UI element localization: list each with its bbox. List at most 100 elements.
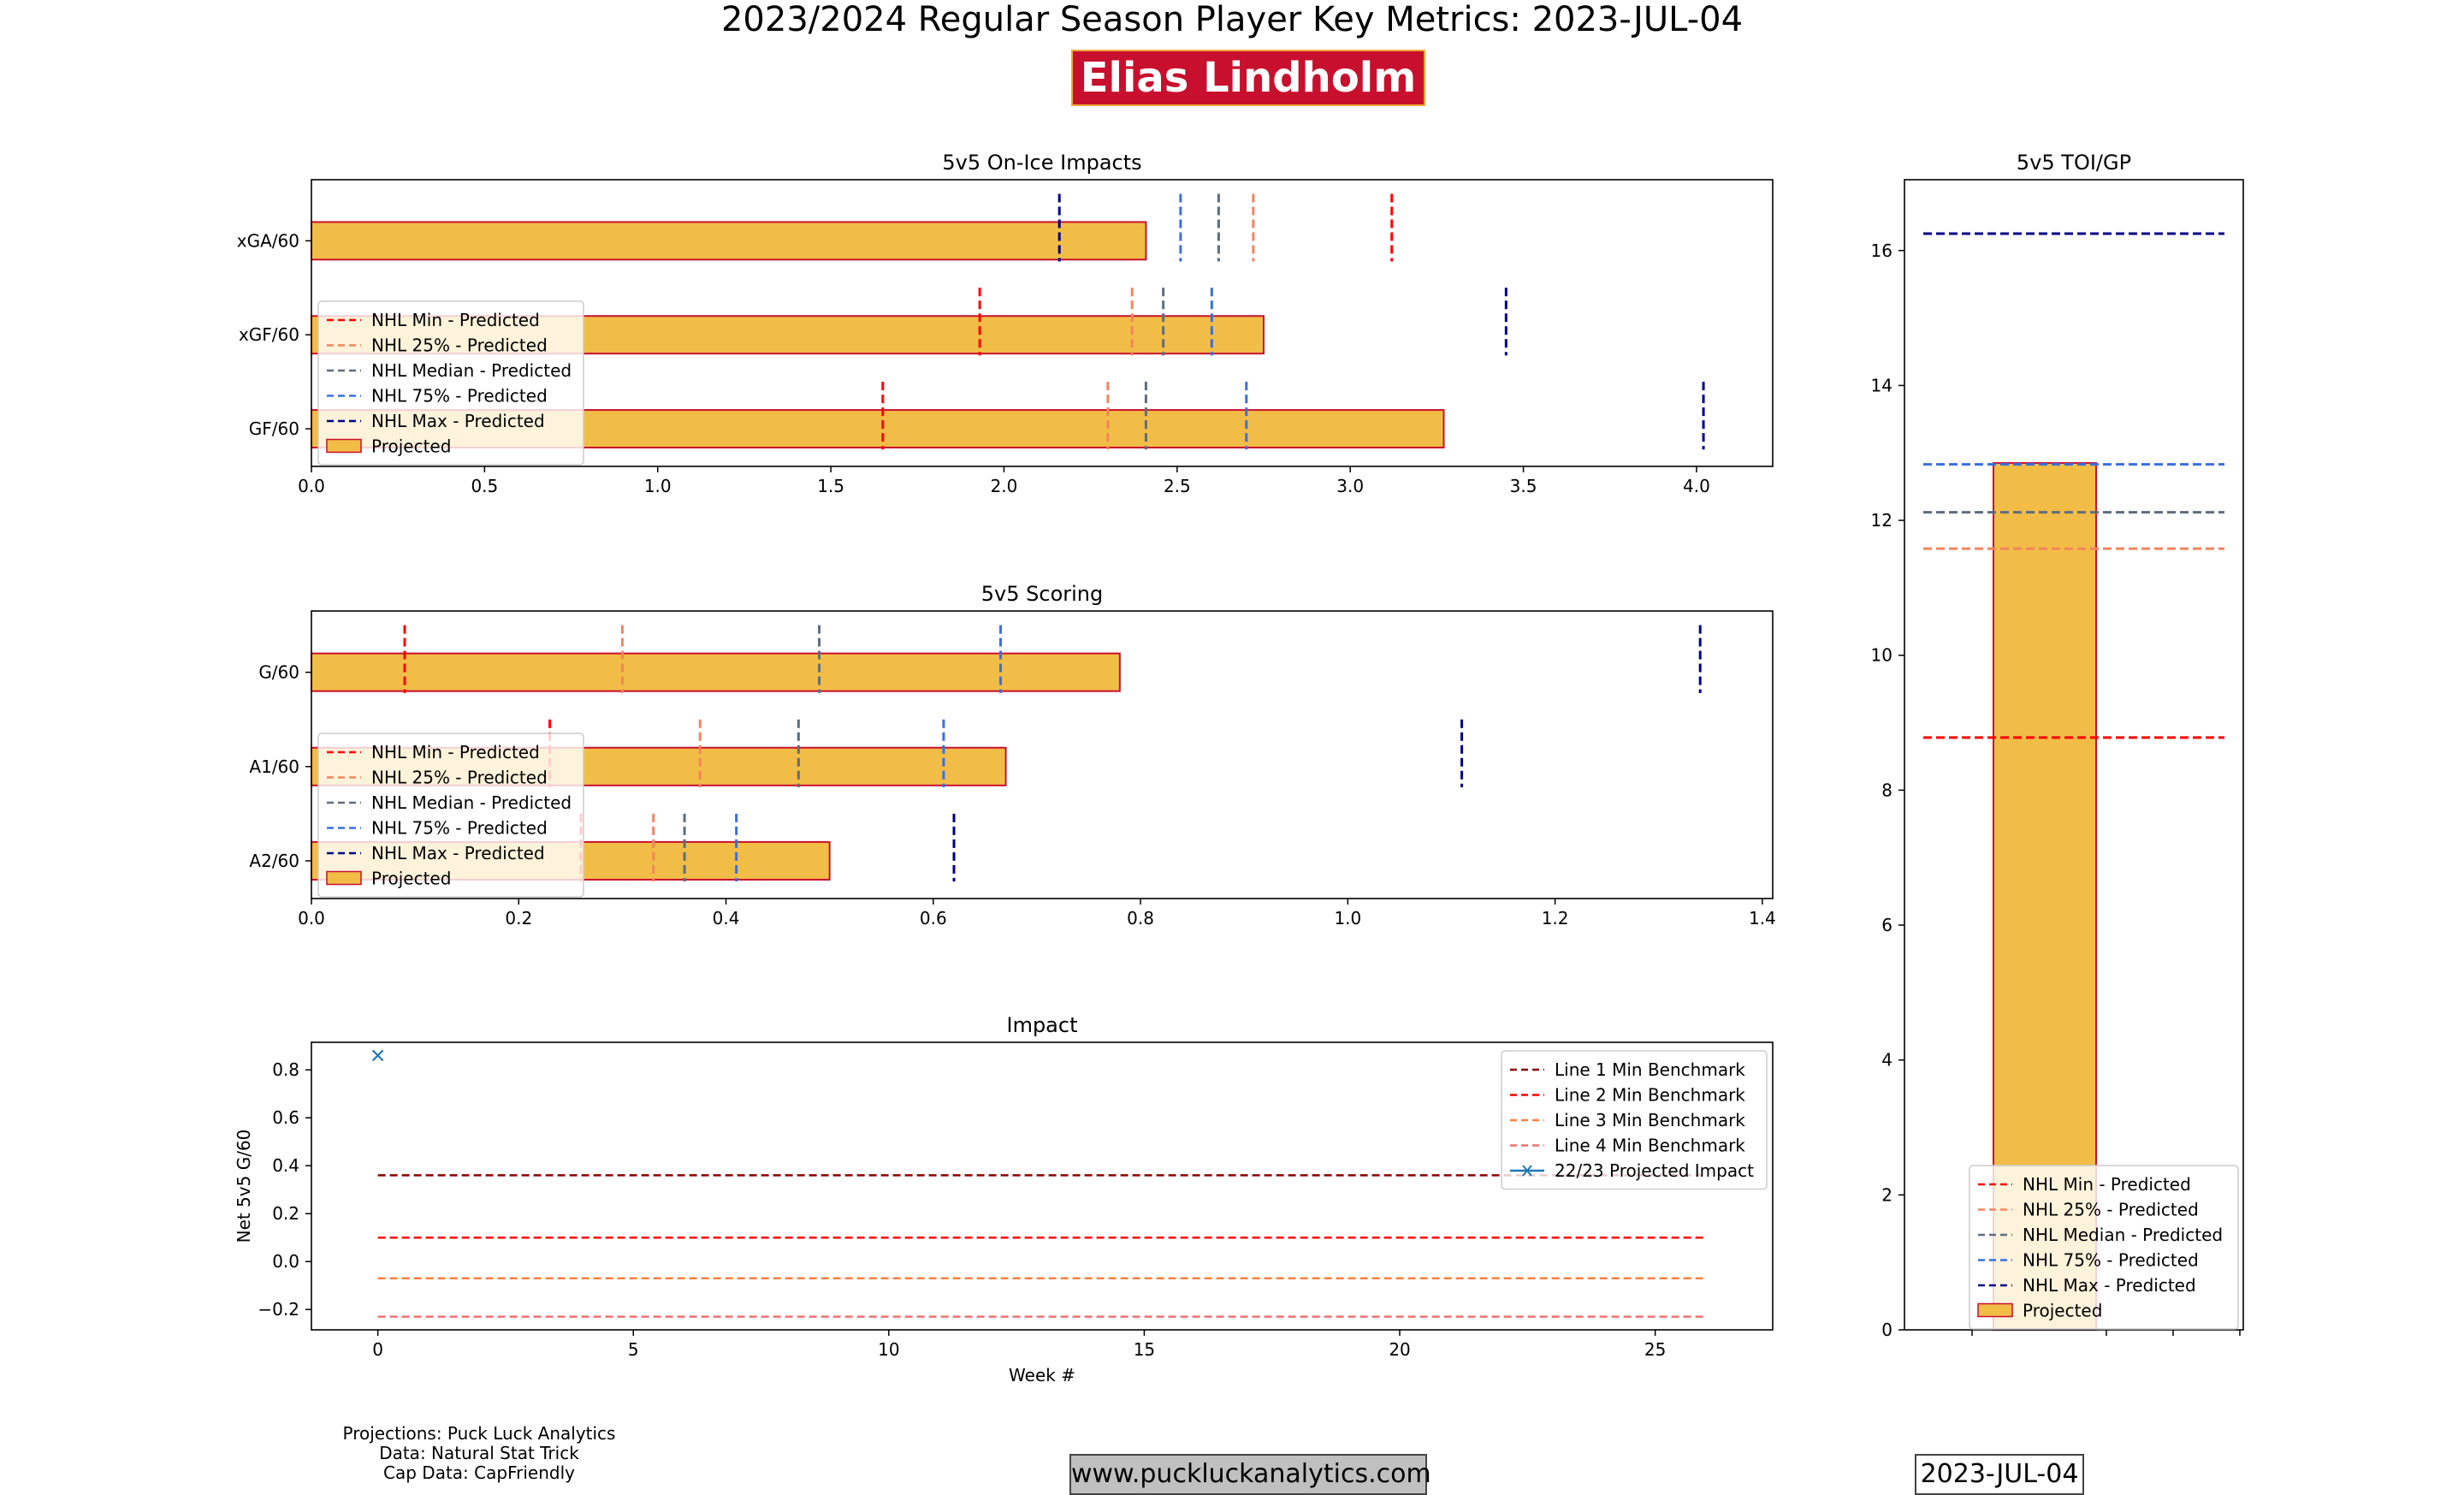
chart-title: 5v5 On-Ice Impacts xyxy=(942,151,1141,175)
legend-label: Projected xyxy=(2023,1301,2102,1321)
legend-scoring-frame xyxy=(317,733,584,898)
website-link[interactable]: www.puckluckanalytics.com xyxy=(1069,1454,1431,1495)
legend-label: NHL 25% - Predicted xyxy=(371,335,548,356)
y-tick-label: 0.0 xyxy=(272,1251,299,1272)
legend-label: NHL Min - Predicted xyxy=(371,310,540,330)
legend-label: NHL 75% - Predicted xyxy=(2023,1250,2199,1271)
legend-marker xyxy=(1522,1165,1532,1177)
x-tick-label: 25 xyxy=(1644,1339,1666,1360)
legend-impact: Line 1 Min Benchmark Line 2 Min Benchmark… xyxy=(1501,1050,1768,1190)
y-tick-label: 0.4 xyxy=(272,1155,299,1176)
y-tick-label: 8 xyxy=(1881,780,1892,800)
legend-label: NHL Min - Predicted xyxy=(2023,1174,2191,1195)
y-tick-label: 2 xyxy=(1881,1184,1892,1205)
legend-label: NHL 75% - Predicted xyxy=(371,386,548,406)
legend-label: Line 4 Min Benchmark xyxy=(1555,1136,1745,1156)
y-tick-label: 0.2 xyxy=(272,1203,299,1224)
x-tick-label: 1.2 xyxy=(1542,908,1569,928)
credit-cap: Cap Data: CapFriendly xyxy=(383,1462,575,1483)
axes-frame xyxy=(311,179,1774,467)
legend-label: Line 3 Min Benchmark xyxy=(1555,1110,1745,1130)
axes-frame xyxy=(311,1041,1774,1331)
axes-frame xyxy=(1904,179,2244,1331)
page-title: 2023/2024 Regular Season Player Key Metr… xyxy=(720,0,1744,39)
legend-label: Projected xyxy=(371,436,451,457)
legend-label: NHL Max - Predicted xyxy=(2023,1275,2196,1296)
y-tick-label: 4 xyxy=(1881,1050,1892,1071)
x-tick-label: 1.0 xyxy=(1334,908,1361,928)
legend-label: Line 1 Min Benchmark xyxy=(1555,1059,1745,1080)
y-tick-label: 6 xyxy=(1881,915,1892,935)
x-tick-label: 0.4 xyxy=(713,908,740,928)
x-tick-label: 3.0 xyxy=(1336,476,1364,496)
legend-label: 22/23 Projected Impact xyxy=(1555,1160,1754,1181)
legend-label: NHL 75% - Predicted xyxy=(371,818,548,839)
credit-projections: Projections: Puck Luck Analytics xyxy=(342,1423,616,1444)
legend-label: NHL Max - Predicted xyxy=(371,411,545,431)
projected-impact-point xyxy=(371,1049,384,1062)
x-tick-label: 10 xyxy=(878,1339,899,1360)
x-tick-label: 1.5 xyxy=(817,476,844,496)
legend-label: NHL Min - Predicted xyxy=(371,742,540,762)
x-tick-label: 4.0 xyxy=(1683,476,1710,496)
legend-label: NHL Max - Predicted xyxy=(371,843,545,863)
x-tick-label: 0 xyxy=(372,1339,383,1360)
legend-label: NHL Median - Predicted xyxy=(371,792,572,813)
legend-toi: NHL Min - Predicted NHL 25% - Predicted NH… xyxy=(1969,1165,2239,1330)
legend-label: Line 2 Min Benchmark xyxy=(1555,1085,1745,1106)
x-tick-label: 15 xyxy=(1134,1339,1155,1360)
date-stamp: 2023-JUL-04 xyxy=(1915,1454,2084,1495)
x-tick-label: 0.0 xyxy=(298,908,325,928)
chart-title: Impact xyxy=(1006,1013,1077,1037)
legend-onice: NHL Min - Predicted NHL 25% - Predicted NH… xyxy=(317,300,584,466)
x-tick-label: 5 xyxy=(628,1339,639,1360)
y-tick-label: 10 xyxy=(1871,645,1892,666)
legend-onice-frame xyxy=(317,300,584,466)
legend-label: Projected xyxy=(371,869,451,889)
y-tick-label: xGF/60 xyxy=(239,324,299,345)
x-tick-label: 2.5 xyxy=(1164,476,1191,496)
chart-title: 5v5 Scoring xyxy=(981,582,1103,606)
x-tick-label: 20 xyxy=(1389,1339,1410,1360)
axes-frame xyxy=(311,610,1774,899)
y-tick-label: 0.6 xyxy=(272,1107,299,1128)
credit-data: Data: Natural Stat Trick xyxy=(379,1443,579,1463)
y-tick-label: 14 xyxy=(1871,375,1892,395)
chart-title: 5v5 TOI/GP xyxy=(2017,151,2131,175)
y-tick-label: GF/60 xyxy=(249,418,299,439)
y-tick-label: −0.2 xyxy=(258,1299,299,1320)
x-tick-label: 0.0 xyxy=(298,476,325,496)
legend-swatch xyxy=(326,870,362,886)
credits: Projections: Puck Luck Analytics Data: N… xyxy=(325,1424,633,1483)
y-tick-label: 0.8 xyxy=(272,1059,299,1080)
x-tick-label: 3.5 xyxy=(1510,476,1537,496)
x-tick-label: 0.2 xyxy=(505,908,532,928)
x-tick-label: 1.4 xyxy=(1749,908,1776,928)
legend-impact-frame xyxy=(1501,1050,1768,1190)
legend-label: NHL 25% - Predicted xyxy=(2023,1200,2199,1220)
y-tick-label: 0 xyxy=(1881,1320,1892,1340)
x-tick-label: 0.6 xyxy=(920,908,947,928)
bar-G/60 xyxy=(311,652,1121,692)
player-name-badge: Elias Lindholm xyxy=(1071,50,1425,106)
y-tick-label: xGA/60 xyxy=(237,230,299,251)
x-tick-label: 0.8 xyxy=(1127,908,1154,928)
x-axis-label: Week # xyxy=(1009,1365,1075,1385)
x-tick-label: 1.0 xyxy=(644,476,672,496)
y-tick-label: 12 xyxy=(1871,510,1892,531)
y-tick-label: G/60 xyxy=(258,662,299,683)
bar-xGA/60 xyxy=(311,221,1147,261)
y-tick-label: A1/60 xyxy=(249,756,299,777)
legend-label: NHL Median - Predicted xyxy=(2023,1225,2223,1245)
x-tick-label: 0.5 xyxy=(471,476,498,496)
y-tick-label: A2/60 xyxy=(249,851,299,871)
legend-label: NHL Median - Predicted xyxy=(371,360,572,381)
legend-toi-frame xyxy=(1969,1165,2239,1330)
x-tick-label: 2.0 xyxy=(991,476,1018,496)
legend-scoring: NHL Min - Predicted NHL 25% - Predicted NH… xyxy=(317,733,584,898)
legend-swatch xyxy=(1977,1302,2013,1318)
y-axis-label: Net 5v5 G/60 xyxy=(234,1130,254,1243)
legend-label: NHL 25% - Predicted xyxy=(371,768,548,788)
legend-swatch xyxy=(326,438,362,454)
